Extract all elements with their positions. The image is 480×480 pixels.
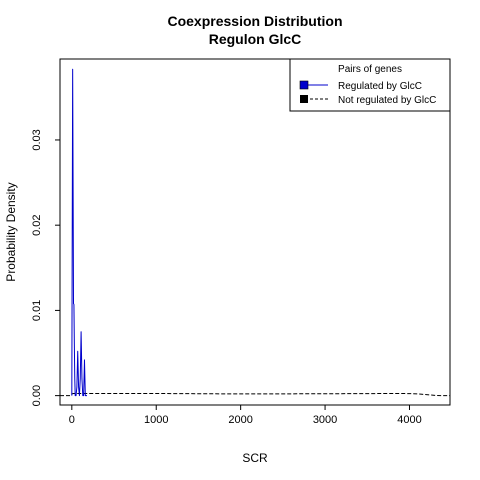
y-tick-label: 0.03 (31, 129, 43, 150)
legend-label-regulated: Regulated by GlcC (338, 81, 422, 92)
x-axis: 0 1000 2000 3000 4000 (69, 405, 422, 426)
y-tick-label: 0.01 (31, 300, 43, 321)
x-tick-label: 4000 (397, 414, 421, 426)
chart-subtitle: Regulon GlcC (209, 31, 302, 47)
legend-swatch-regulated (299, 80, 309, 90)
plot-area-frame (59, 58, 451, 406)
y-axis: 0.00 0.01 0.02 0.03 (31, 129, 60, 406)
legend-swatch-not-regulated (300, 95, 308, 103)
x-tick-label: 1000 (144, 414, 168, 426)
y-axis-label: Probability Density (4, 182, 18, 281)
x-axis-label: SCR (242, 451, 268, 465)
legend-label-not-regulated: Not regulated by GlcC (338, 95, 436, 106)
legend-box (289, 58, 451, 112)
x-tick-label: 2000 (228, 414, 252, 426)
x-tick-label: 0 (69, 414, 75, 426)
series-layer (60, 68, 450, 397)
legend-title: Pairs of genes (338, 64, 402, 75)
legend: Pairs of genes Regulated by GlcC Not reg… (289, 58, 451, 112)
x-tick-label: 3000 (313, 414, 337, 426)
chart-title: Coexpression Distribution (167, 13, 342, 29)
series-line-not-regulated (60, 393, 450, 397)
y-tick-label: 0.02 (31, 214, 43, 235)
series-line-regulated (71, 68, 88, 397)
y-tick-label: 0.00 (31, 385, 43, 406)
